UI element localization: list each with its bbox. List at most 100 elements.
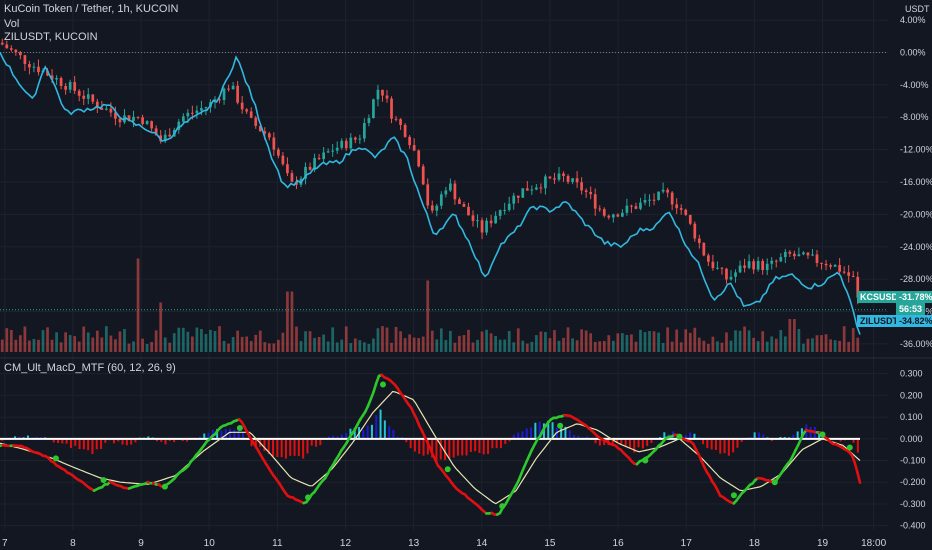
volume-bar [267,343,271,352]
volume-bar [842,326,846,352]
candle-body [249,111,253,118]
candle-body [856,276,860,298]
volume-bar [557,340,561,352]
macd-histogram-bar [409,438,412,449]
candle-body [548,176,552,179]
macd-histogram-bar [818,431,821,439]
compare-legend[interactable]: ZILUSDT, KUCOIN [4,31,98,43]
candle-body [707,255,710,262]
time-axis-tick: 10 [204,538,216,549]
zil-series-tag: ZILUSDT [857,315,901,327]
macd-histogram-bar [547,420,550,439]
macd-histogram-bar [646,438,649,446]
candle-body [793,253,796,257]
macd-axis-tick: -0.100 [900,456,926,466]
volume-bar [222,340,226,352]
macd-histogram-bar [573,434,576,439]
macd-histogram-bar [272,438,275,457]
volume-bar [82,326,86,352]
candle-body [245,109,249,112]
volume-bar [304,331,307,352]
macd-histogram-bar [370,424,373,439]
volume-bar [539,331,543,352]
volume-bar [263,342,267,352]
zil-price-badge: -34.82% [896,315,932,327]
macd-histogram-bar [482,438,485,455]
candle-body [838,265,841,272]
macd-histogram-bar [276,438,279,457]
macd-histogram-bar [598,438,601,446]
macd-histogram-bar [757,432,760,439]
macd-histogram-bar [435,438,438,461]
volume-bar [209,329,212,352]
price-axis-tick: -28.00% [900,274,932,284]
volume-bar [258,330,262,352]
volume-bar [91,337,95,352]
candle-body [308,166,312,170]
candle-body [747,261,751,268]
macd-histogram-bar [250,438,253,447]
price-axis-tick: -4.00% [900,80,929,90]
volume-bar [806,338,810,352]
macd-axis-tick: 0.300 [900,369,923,379]
volume-bar [145,343,149,352]
volume-bar [272,343,276,352]
candle-body [236,85,239,103]
candle-body [783,251,787,258]
candle-body [394,118,398,120]
volume-bar [286,291,289,352]
macd-histogram-bar [69,438,72,449]
volume-bar [426,280,430,352]
candle-body [693,223,697,239]
candle-body [105,108,108,110]
macd-histogram-bar [499,438,502,449]
candle-body [657,191,660,200]
macd-cross-marker [161,483,168,490]
macd-histogram-bar [95,438,98,450]
candle-body [621,212,624,217]
candle-body [833,265,837,267]
volume-bar [670,341,674,352]
volume-legend[interactable]: Vol [4,18,20,30]
volume-bar [349,343,353,352]
candle-body [163,134,167,142]
volume-bar [449,330,452,352]
volume-bar [358,340,362,352]
candle-body [363,123,366,139]
volume-bar [32,338,36,352]
candle-body [390,98,393,119]
volume-bar [734,330,737,352]
macd-histogram-bar [452,438,455,458]
candle-body [50,75,54,80]
candle-body [811,254,814,256]
macd-histogram-bar [220,430,223,439]
macd-histogram-bar [315,438,318,447]
macd-histogram-bar [732,438,735,453]
macd-histogram-bar [229,428,232,439]
macd-histogram-bar [521,431,524,439]
candle-body [322,152,325,160]
candle-body [847,272,851,276]
candle-body [639,202,642,209]
candle-body [218,99,221,101]
macd-line-segment [853,460,859,474]
volume-bar [743,326,746,352]
candle-body [507,203,511,210]
volume-bar [240,336,244,352]
volume-bar [64,332,67,352]
symbol-legend[interactable]: KuCoin Token / Tether, 1h, KUCOIN [4,3,179,15]
indicator-legend[interactable]: CM_Ult_MacD_MTF (60, 12, 26, 9) [4,362,176,374]
volume-bar [344,326,348,352]
volume-bar [245,336,249,352]
volume-bar [503,339,507,352]
volume-bar [489,333,493,352]
volume-bar [439,328,443,352]
candle-body [462,204,466,207]
volume-bar [738,330,742,352]
volume-bar [200,329,203,352]
candle-body [263,131,267,134]
candle-body [150,121,153,129]
candle-body [557,173,561,180]
volume-bar [657,332,660,352]
